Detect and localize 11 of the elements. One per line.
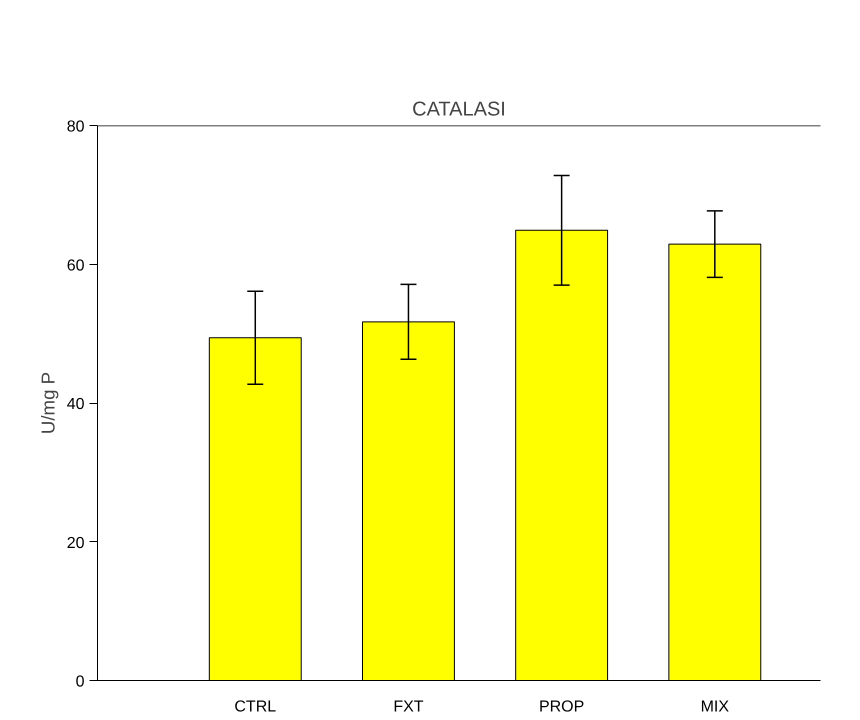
- y-axis-title: U/mg P: [38, 372, 59, 434]
- y-tick-label: 80: [66, 118, 85, 136]
- y-tick-label: 0: [76, 674, 85, 690]
- x-tick-label: PROP: [538, 698, 584, 716]
- chart-title: CATALASI: [412, 98, 506, 120]
- x-tick-label: CTRL: [234, 698, 276, 716]
- x-tick-label: MIX: [700, 698, 730, 716]
- y-tick-label: 60: [66, 257, 85, 274]
- x-tick-label: FXT: [393, 698, 424, 716]
- y-tick-label: 20: [66, 534, 85, 552]
- y-tick-label: 40: [66, 396, 85, 413]
